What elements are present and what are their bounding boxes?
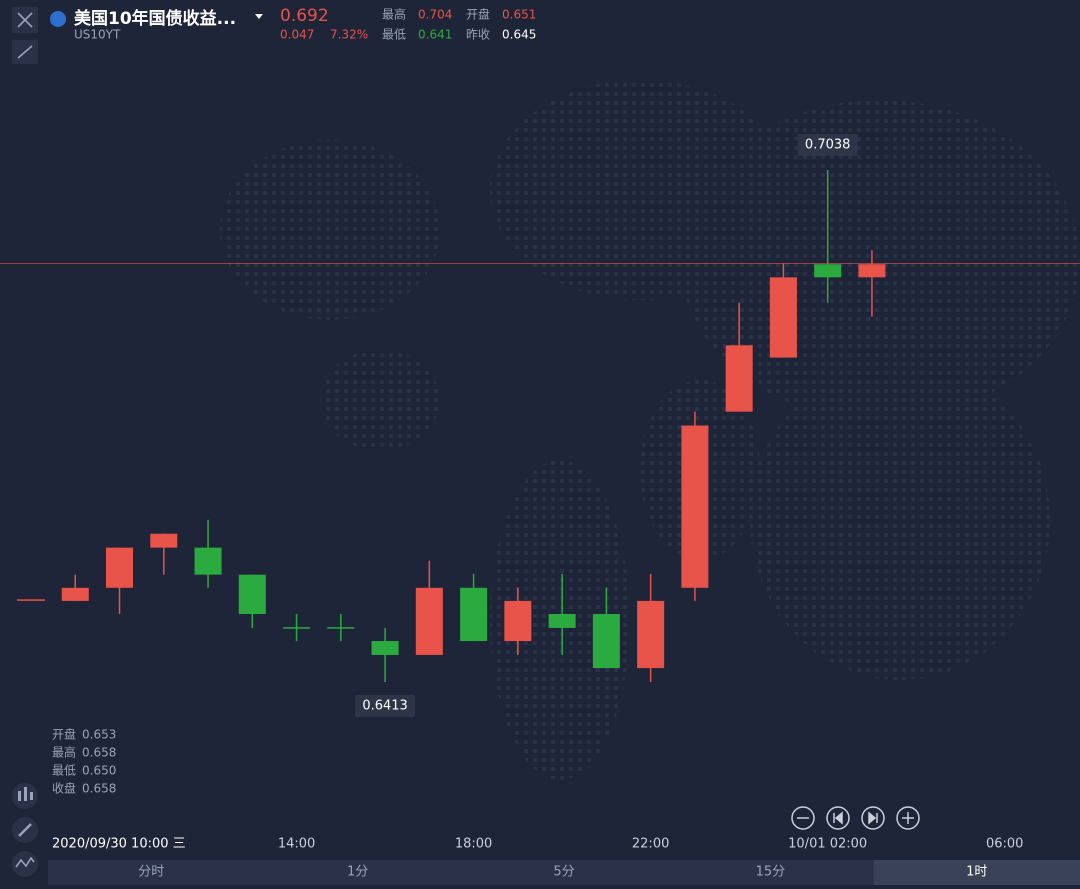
change-pct: 7.32%: [330, 28, 368, 42]
stat-value: 0.645: [502, 28, 536, 42]
symbol-icon: [50, 11, 66, 27]
symbol-code: US10YT: [74, 28, 121, 42]
min-label-box: [355, 694, 416, 717]
zoom-in[interactable]: [896, 806, 920, 830]
candle-body: [150, 533, 178, 548]
cursor-info-value: 0.658: [82, 746, 116, 760]
stat-label: 开盘: [466, 7, 490, 22]
price: 0.692: [280, 6, 329, 26]
candle-body: [106, 547, 134, 588]
cursor-info-label: 收盘: [52, 781, 76, 796]
close-button[interactable]: [12, 7, 38, 33]
tab-selected[interactable]: [873, 860, 1080, 885]
compare-button[interactable]: [12, 851, 38, 877]
stat-label: 最高: [382, 7, 406, 22]
scroll-end[interactable]: [861, 806, 885, 830]
x-tick-label: 18:00: [455, 837, 492, 852]
zoom-out[interactable]: [791, 806, 815, 830]
candle-body: [327, 627, 355, 629]
candle-body: [194, 547, 222, 575]
symbol-title[interactable]: 美国10年国债收益...: [74, 8, 236, 29]
scroll-start[interactable]: [826, 806, 850, 830]
tab[interactable]: 1分: [347, 865, 368, 880]
cursor-info-value: 0.653: [82, 728, 116, 742]
cursor-label-box: [48, 833, 198, 855]
dropdown-arrow[interactable]: [255, 14, 263, 19]
candle-body: [681, 425, 709, 588]
draw-button[interactable]: [12, 817, 38, 843]
candle-body: [814, 264, 842, 278]
max-label-box: [797, 134, 858, 157]
candle-body: [504, 600, 532, 642]
max-label: 0.7038: [805, 138, 851, 153]
candle-body: [17, 599, 45, 601]
x-tick-label: 14:00: [278, 837, 315, 852]
candle-body: [769, 277, 797, 358]
tab[interactable]: 15分: [756, 865, 786, 880]
tab[interactable]: 分时: [138, 865, 164, 880]
candle-body: [637, 600, 665, 669]
stat-value: 0.651: [502, 8, 536, 22]
cursor-info-label: 最高: [52, 745, 76, 760]
candle-body: [725, 345, 753, 412]
x-tick-label: 06:00: [986, 837, 1023, 852]
candle-body: [548, 614, 576, 628]
cursor-info-label: 开盘: [52, 727, 76, 742]
candle-body: [592, 614, 620, 669]
tab[interactable]: 1时: [966, 865, 987, 880]
stat-value: 0.641: [418, 28, 452, 42]
collapse-button[interactable]: [12, 40, 38, 64]
candle-body: [858, 264, 886, 278]
min-label: 0.6413: [362, 698, 408, 713]
indicator-button[interactable]: [12, 783, 38, 809]
change: 0.047: [280, 28, 314, 42]
world-map: [220, 80, 1080, 780]
candle-body: [371, 641, 399, 655]
stat-label: 最低: [382, 28, 406, 42]
cursor-label: 2020/09/30 10:00 三: [52, 837, 186, 852]
candle-body: [61, 587, 89, 601]
candle-body: [238, 574, 266, 615]
candle-body: [460, 587, 488, 642]
candle-body: [283, 627, 311, 629]
stat-label: 昨收: [466, 28, 490, 42]
cursor-info-value: 0.658: [82, 782, 116, 796]
tab[interactable]: 5分: [553, 865, 574, 880]
candle-body: [415, 587, 443, 655]
stat-value: 0.704: [418, 8, 452, 22]
cursor-info-label: 最低: [52, 764, 76, 778]
cursor-info-value: 0.650: [82, 764, 116, 778]
x-tick-label: 22:00: [632, 837, 669, 852]
x-tick-label: 10/01 02:00: [788, 837, 867, 852]
